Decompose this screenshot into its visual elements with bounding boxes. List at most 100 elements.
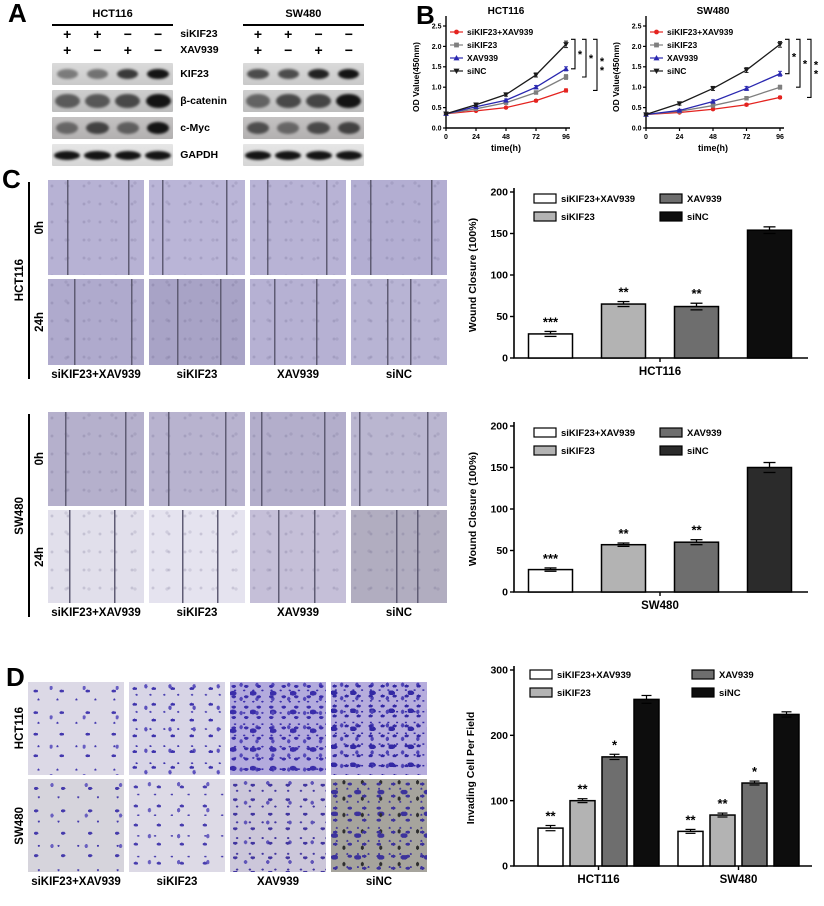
svg-text:siNC: siNC — [687, 212, 709, 223]
svg-text:siNC: siNC — [687, 446, 709, 457]
wound-image-SW480-0h-siKIF23+XAV939 — [48, 412, 144, 506]
svg-text:1.0: 1.0 — [432, 85, 442, 92]
svg-text:150: 150 — [490, 462, 508, 474]
svg-text:*: * — [803, 58, 808, 70]
svg-text:**: ** — [691, 523, 702, 538]
line-chart-b_sw480: 0.0 0.5 1.0 1.5 2.0 2.5 0 24 48 72 96 SW480 OD Value… — [611, 6, 819, 153]
blot-lane — [273, 63, 303, 85]
blot-lane — [82, 63, 112, 85]
protein-band — [116, 122, 139, 134]
wound-image-HCT116-0h-siNC — [351, 180, 447, 275]
protein-band — [277, 122, 300, 134]
blot-lane — [334, 117, 364, 139]
treatment-label: siNC — [385, 369, 413, 381]
sign: + — [253, 26, 263, 42]
treatment-label: siKIF23+XAV939 — [51, 607, 141, 619]
svg-text:time(h): time(h) — [491, 143, 521, 153]
sign: − — [284, 42, 293, 58]
wound-image-SW480-0h-siKIF23 — [149, 412, 245, 506]
treatment-label: siKIF23 — [176, 369, 218, 381]
condition-sign-row: + + − − — [243, 26, 364, 42]
blot-lane — [143, 144, 173, 166]
treatment-label: XAV939 — [257, 876, 299, 888]
svg-text:2.0: 2.0 — [632, 44, 642, 51]
protein-band — [244, 150, 271, 160]
svg-text:**: ** — [545, 808, 556, 823]
invasion-image-HCT116-siKIF23+XAV939 — [28, 682, 124, 775]
svg-text:1.5: 1.5 — [432, 64, 442, 71]
wound-image-SW480-0h-siNC — [351, 412, 447, 506]
svg-text:*: * — [814, 59, 819, 71]
svg-text:siKIF23: siKIF23 — [561, 212, 595, 223]
sign: − — [344, 42, 353, 58]
svg-text:siKIF23+XAV939: siKIF23+XAV939 — [667, 27, 734, 37]
panel-d-invasion-images: HCT116 SW480 siKIF23+XAV939 siKIF23 XAV939 si… — [12, 682, 460, 888]
svg-text:2.5: 2.5 — [632, 23, 642, 30]
condition-sign-row: + − + − — [243, 42, 364, 58]
vertical-rule — [28, 182, 30, 379]
protein-band — [245, 94, 271, 108]
svg-text:SW480: SW480 — [720, 874, 758, 886]
image-row-HCT116: HCT116 — [12, 682, 460, 775]
svg-text:HCT116: HCT116 — [488, 6, 525, 17]
treatment-label: XAV939 — [277, 607, 319, 619]
wound-image-SW480-0h-XAV939 — [250, 412, 346, 506]
blot-lane — [82, 144, 112, 166]
blot-lane — [303, 117, 333, 139]
image-rows: 0h 24h siKIF23+XAV939 siKIF23 XAV939 siNC — [32, 412, 460, 619]
protein-band — [146, 122, 170, 134]
protein-band — [336, 94, 362, 108]
treatment-label: siNC — [385, 607, 413, 619]
svg-text:HCT116: HCT116 — [639, 366, 681, 378]
blot-lane — [243, 63, 273, 85]
svg-text:*: * — [600, 65, 605, 77]
invasion-image-SW480-siKIF23 — [129, 779, 225, 872]
protein-band — [145, 94, 171, 108]
sign: − — [314, 26, 323, 42]
blot-lane — [52, 90, 82, 112]
svg-text:siNC: siNC — [467, 66, 486, 76]
blot-strip-KIF23 — [242, 63, 364, 85]
cell-line-vertical-label: HCT116 — [14, 259, 26, 302]
blot-lane — [113, 144, 143, 166]
wound-image-HCT116-0h-siKIF23+XAV939 — [48, 180, 144, 275]
blot-lane — [113, 117, 143, 139]
image-rows: HCT116 SW480 siKIF23+XAV939 siKIF23 XAV939 si… — [12, 682, 460, 888]
svg-text:siNC: siNC — [719, 688, 741, 699]
treatment-label: siKIF23 — [156, 876, 198, 888]
svg-text:siKIF23: siKIF23 — [557, 688, 591, 699]
blot-lane — [303, 63, 333, 85]
timepoint-label: 24h — [34, 312, 46, 332]
wound-image-HCT116-24h-siKIF23 — [149, 279, 245, 365]
svg-text:1.0: 1.0 — [632, 85, 642, 92]
svg-text:**: ** — [618, 526, 629, 541]
svg-text:siKIF23: siKIF23 — [561, 446, 595, 457]
protein-band — [275, 150, 302, 160]
svg-text:*: * — [792, 52, 797, 64]
cell-line-title: SW480 — [242, 8, 364, 26]
svg-text:*: * — [578, 49, 583, 61]
svg-text:0: 0 — [444, 134, 448, 141]
sign: + — [63, 42, 72, 58]
blot-lane — [273, 90, 303, 112]
protein-band — [147, 69, 169, 79]
svg-text:*: * — [600, 56, 605, 68]
svg-text:HCT116: HCT116 — [577, 874, 619, 886]
blot-label-column: siKIF23 XAV939 KIF23 β-catenin c-Myc GAPDH — [173, 8, 243, 166]
protein-band — [305, 150, 332, 160]
svg-text:0.0: 0.0 — [432, 125, 442, 132]
cell-line-title: HCT116 — [52, 8, 174, 26]
blot-lane — [243, 90, 273, 112]
image-row-0h: 0h — [32, 180, 460, 275]
sign: + — [63, 26, 72, 42]
column-labels: siKIF23+XAV939 siKIF23 XAV939 siNC — [48, 607, 460, 619]
svg-text:200: 200 — [490, 421, 508, 433]
svg-text:siKIF23+XAV939: siKIF23+XAV939 — [561, 194, 635, 205]
wound-image-HCT116-0h-XAV939 — [250, 180, 346, 275]
treatment-label: siKIF23+XAV939 — [51, 369, 141, 381]
svg-text:*: * — [589, 53, 594, 65]
sign: + — [123, 42, 132, 58]
svg-text:Wound Closure (100%): Wound Closure (100%) — [467, 452, 479, 566]
